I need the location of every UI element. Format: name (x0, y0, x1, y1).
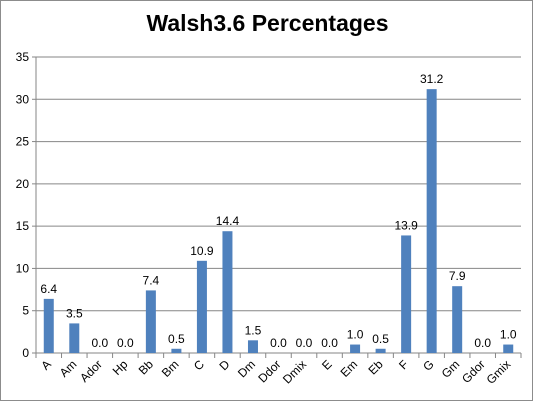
y-tick-label: 5 (22, 304, 29, 318)
bar (222, 231, 233, 353)
data-label: 10.9 (190, 244, 214, 258)
data-label: 7.4 (143, 273, 160, 287)
bar (452, 286, 463, 353)
y-axis-ticks: 0 5 10 15 20 25 30 35 (16, 50, 30, 360)
bar (196, 260, 207, 353)
axes (32, 56, 522, 358)
x-tick-label: Gmix (484, 357, 514, 387)
x-tick-label: Bb (136, 357, 157, 378)
gridlines (36, 56, 521, 312)
data-label: 1.0 (347, 328, 364, 342)
x-tick-label: Gdor (459, 357, 488, 386)
x-tick-label: G (420, 357, 437, 374)
data-label: 13.9 (394, 218, 418, 232)
x-tick-label: Ddor (255, 357, 283, 385)
x-tick-label: C (191, 357, 207, 373)
bar (426, 89, 437, 353)
x-tick-label: A (38, 357, 54, 373)
x-tick-label: F (396, 357, 411, 372)
bar (247, 340, 258, 353)
y-tick-label: 0 (22, 346, 29, 360)
x-tick-label: Em (338, 357, 361, 380)
bars (43, 89, 514, 353)
bar (145, 290, 156, 353)
data-label: 1.0 (500, 328, 517, 342)
x-tick-label: Dm (235, 357, 258, 380)
x-tick-label: Gm (439, 357, 463, 381)
data-label: 31.2 (420, 72, 444, 86)
data-label: 3.5 (66, 306, 83, 320)
chart-title: Walsh3.6 Percentages (146, 10, 389, 36)
bar (43, 298, 54, 353)
x-tick-label: Eb (365, 357, 386, 378)
data-label: 0.0 (270, 336, 287, 350)
data-labels: 6.4 3.5 0.0 0.0 7.4 0.5 10.9 14.4 1.5 0.0 0.0 0.0 1.… (40, 72, 516, 350)
data-label: 7.9 (449, 269, 466, 283)
data-label: 0.0 (117, 336, 134, 350)
data-label: 6.4 (40, 282, 57, 296)
data-label: 0.5 (168, 332, 185, 346)
data-label: 0.5 (372, 332, 389, 346)
x-tick-label: Bm (159, 357, 182, 380)
x-tick-label: Hp (110, 357, 131, 378)
bar (503, 344, 514, 353)
x-tick-label: E (319, 357, 335, 373)
bar (350, 344, 361, 353)
data-label: 1.5 (245, 323, 262, 337)
y-tick-label: 35 (16, 50, 30, 64)
y-tick-label: 25 (16, 135, 30, 149)
y-tick-label: 30 (16, 92, 30, 106)
x-tick-label: D (217, 357, 233, 373)
data-label: 0.0 (321, 336, 338, 350)
data-label: 0.0 (474, 336, 491, 350)
y-tick-label: 15 (16, 219, 30, 233)
bar (375, 348, 386, 353)
data-label: 0.0 (296, 336, 313, 350)
bar (171, 348, 182, 353)
data-label: 0.0 (91, 336, 108, 350)
y-tick-label: 10 (16, 261, 30, 275)
bar (401, 235, 412, 353)
x-tick-label: Ador (77, 357, 105, 385)
x-tick-label: Am (57, 357, 80, 380)
y-tick-label: 20 (16, 177, 30, 191)
x-tick-label: Dmix (280, 357, 309, 386)
bar (69, 323, 80, 353)
data-label: 14.4 (216, 214, 240, 228)
